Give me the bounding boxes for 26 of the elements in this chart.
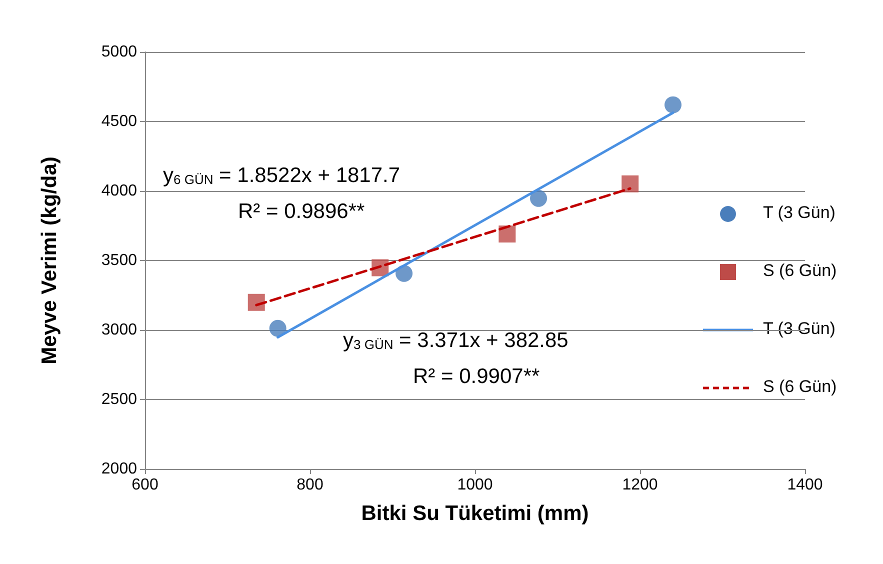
y-tick-label: 4500: [101, 113, 138, 130]
x-tick-label: 800: [296, 476, 324, 494]
y-axis-title: Meyve Verimi (kg/da): [38, 156, 61, 364]
y-tick-label: 2500: [101, 391, 138, 408]
legend-label: S (6 Gün): [763, 377, 837, 396]
annotation: R² = 0.9907**: [413, 365, 540, 388]
point: [248, 294, 265, 311]
annotation: R² = 0.9896**: [238, 200, 365, 223]
point: [622, 175, 639, 192]
point: [664, 96, 682, 114]
annotation: y6 GÜN = 1.8522x + 1817.7: [163, 164, 400, 187]
x-tick-label: 1400: [787, 476, 823, 494]
y-tick-label: 4000: [101, 182, 138, 200]
legend-label: T (3 Gün): [763, 203, 836, 222]
annotation: y3 GÜN = 3.371x + 382.85: [343, 329, 568, 352]
x-tick-label: 600: [132, 476, 158, 494]
x-tick-label: 1000: [457, 476, 493, 494]
y-tick-label: 3000: [101, 322, 138, 338]
x-axis-title: Bitki Su Tüketimi (mm): [361, 502, 589, 525]
y-tick-label: 3500: [101, 252, 138, 269]
point: [269, 320, 286, 337]
point: [530, 190, 548, 207]
y-tick-label: 2000: [101, 460, 138, 478]
y-tick-label: 5000: [101, 44, 138, 60]
legend-label: S (6 Gün): [763, 261, 837, 280]
x-tick-label: 1200: [622, 476, 658, 494]
